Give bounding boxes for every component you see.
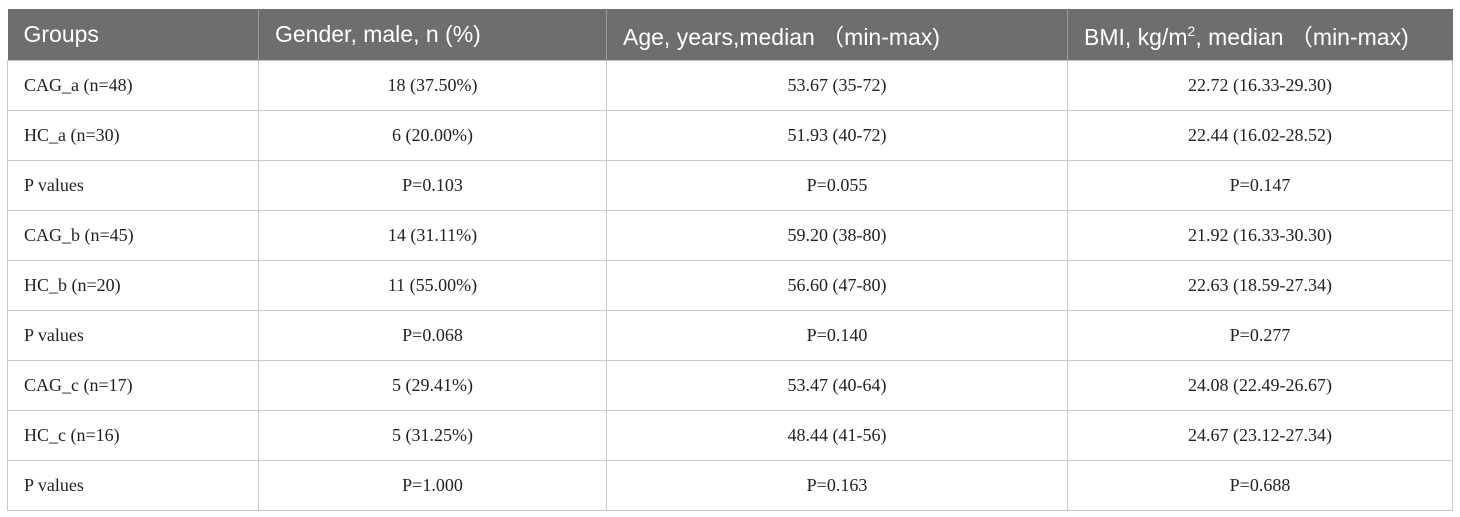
- cell-bmi: 21.92 (16.33-30.30): [1067, 210, 1453, 261]
- cell-group: P values: [7, 310, 259, 361]
- table-row: HC_a (n=30) 6 (20.00%) 51.93 (40-72) 22.44 …: [7, 110, 1453, 161]
- table-header: Groups Gender, male, n (%) Age, years,me…: [7, 9, 1453, 61]
- table-row: CAG_a (n=48) 18 (37.50%) 53.67 (35-72) 22.7…: [7, 60, 1453, 111]
- cell-age: 59.20 (38-80): [606, 210, 1068, 261]
- cell-gender: P=1.000: [258, 460, 607, 511]
- cell-gender: 5 (29.41%): [258, 360, 607, 411]
- cell-bmi: 22.44 (16.02-28.52): [1067, 110, 1453, 161]
- cell-age: P=0.163: [606, 460, 1068, 511]
- table-row: CAG_b (n=45) 14 (31.11%) 59.20 (38-80) 21.9…: [7, 210, 1453, 261]
- baseline-characteristics-table: Groups Gender, male, n (%) Age, years,me…: [7, 9, 1453, 511]
- cell-age: 53.67 (35-72): [606, 60, 1068, 111]
- cell-group: HC_a (n=30): [7, 110, 259, 161]
- cell-age: 53.47 (40-64): [606, 360, 1068, 411]
- cell-age: P=0.140: [606, 310, 1068, 361]
- cell-bmi: 22.72 (16.33-29.30): [1067, 60, 1453, 111]
- header-groups: Groups: [7, 9, 259, 61]
- baseline-characteristics-table-container: Groups Gender, male, n (%) Age, years,me…: [7, 9, 1453, 511]
- cell-bmi: 24.08 (22.49-26.67): [1067, 360, 1453, 411]
- cell-bmi: P=0.147: [1067, 160, 1453, 211]
- header-bmi-prefix: BMI, kg/m: [1084, 23, 1188, 50]
- cell-gender: 6 (20.00%): [258, 110, 607, 161]
- cell-gender: 14 (31.11%): [258, 210, 607, 261]
- header-bmi-suffix: , median （min-max): [1195, 23, 1409, 50]
- table-row: P values P=1.000 P=0.163 P=0.688: [7, 460, 1453, 511]
- cell-bmi: 24.67 (23.12-27.34): [1067, 410, 1453, 461]
- cell-age: P=0.055: [606, 160, 1068, 211]
- cell-gender: 18 (37.50%): [258, 60, 607, 111]
- table-row: HC_b (n=20) 11 (55.00%) 56.60 (47-80) 22.63…: [7, 260, 1453, 311]
- header-bmi: BMI, kg/m2, median （min-max): [1067, 9, 1453, 61]
- cell-group: CAG_a (n=48): [7, 60, 259, 111]
- cell-gender: 11 (55.00%): [258, 260, 607, 311]
- cell-gender: P=0.068: [258, 310, 607, 361]
- cell-bmi: 22.63 (18.59-27.34): [1067, 260, 1453, 311]
- table-row: HC_c (n=16) 5 (31.25%) 48.44 (41-56) 24.67 …: [7, 410, 1453, 461]
- table-body: CAG_a (n=48) 18 (37.50%) 53.67 (35-72) 22.7…: [7, 60, 1453, 511]
- header-gender: Gender, male, n (%): [258, 9, 607, 61]
- cell-gender: 5 (31.25%): [258, 410, 607, 461]
- header-bmi-superscript: 2: [1187, 22, 1196, 39]
- cell-group: P values: [7, 160, 259, 211]
- cell-age: 48.44 (41-56): [606, 410, 1068, 461]
- cell-group: CAG_c (n=17): [7, 360, 259, 411]
- cell-age: 51.93 (40-72): [606, 110, 1068, 161]
- cell-age: 56.60 (47-80): [606, 260, 1068, 311]
- cell-group: HC_c (n=16): [7, 410, 259, 461]
- table-row: P values P=0.103 P=0.055 P=0.147: [7, 160, 1453, 211]
- table-row: CAG_c (n=17) 5 (29.41%) 53.47 (40-64) 24.08…: [7, 360, 1453, 411]
- table-row: P values P=0.068 P=0.140 P=0.277: [7, 310, 1453, 361]
- header-age: Age, years,median （min-max): [606, 9, 1068, 61]
- cell-group: HC_b (n=20): [7, 260, 259, 311]
- cell-group: CAG_b (n=45): [7, 210, 259, 261]
- header-row: Groups Gender, male, n (%) Age, years,me…: [7, 9, 1453, 61]
- cell-bmi: P=0.688: [1067, 460, 1453, 511]
- cell-gender: P=0.103: [258, 160, 607, 211]
- cell-bmi: P=0.277: [1067, 310, 1453, 361]
- cell-group: P values: [7, 460, 259, 511]
